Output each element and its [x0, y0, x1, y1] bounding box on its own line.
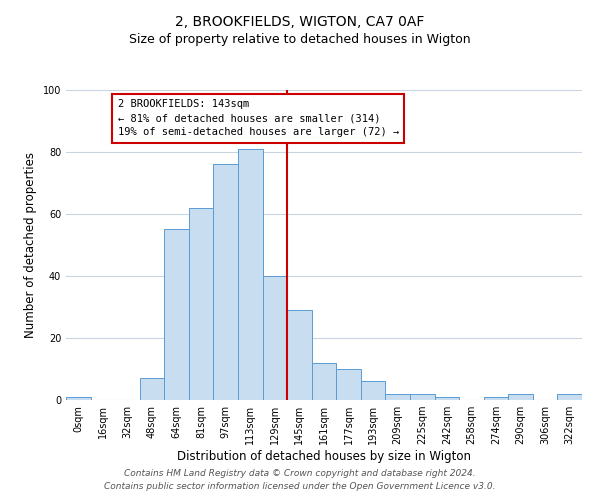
Bar: [66, 397, 91, 400]
Bar: [410, 394, 434, 400]
X-axis label: Distribution of detached houses by size in Wigton: Distribution of detached houses by size …: [177, 450, 471, 463]
Bar: [238, 149, 263, 400]
Text: 2 BROOKFIELDS: 143sqm
← 81% of detached houses are smaller (314)
19% of semi-det: 2 BROOKFIELDS: 143sqm ← 81% of detached …: [118, 100, 399, 138]
Bar: [557, 394, 582, 400]
Bar: [287, 310, 312, 400]
Text: Contains HM Land Registry data © Crown copyright and database right 2024.: Contains HM Land Registry data © Crown c…: [124, 468, 476, 477]
Bar: [385, 394, 410, 400]
Bar: [434, 397, 459, 400]
Text: Size of property relative to detached houses in Wigton: Size of property relative to detached ho…: [129, 32, 471, 46]
Bar: [164, 230, 189, 400]
Text: Contains public sector information licensed under the Open Government Licence v3: Contains public sector information licen…: [104, 482, 496, 491]
Bar: [263, 276, 287, 400]
Bar: [484, 397, 508, 400]
Bar: [140, 378, 164, 400]
Bar: [361, 382, 385, 400]
Bar: [312, 363, 336, 400]
Bar: [508, 394, 533, 400]
Bar: [336, 369, 361, 400]
Text: 2, BROOKFIELDS, WIGTON, CA7 0AF: 2, BROOKFIELDS, WIGTON, CA7 0AF: [175, 15, 425, 29]
Bar: [214, 164, 238, 400]
Y-axis label: Number of detached properties: Number of detached properties: [24, 152, 37, 338]
Bar: [189, 208, 214, 400]
